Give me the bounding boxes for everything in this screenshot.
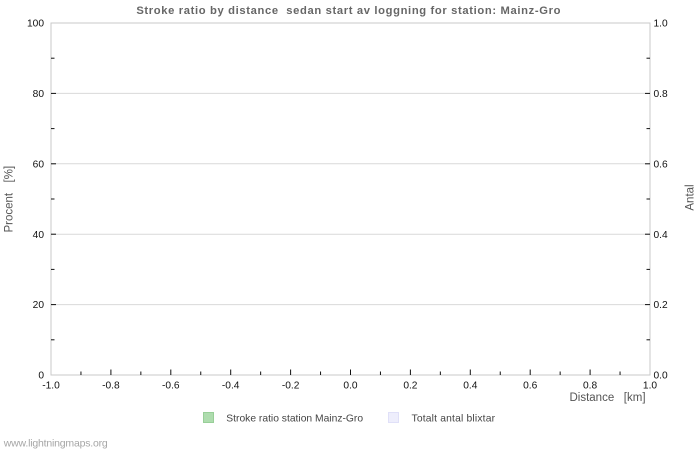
svg-text:40: 40 (33, 230, 45, 241)
svg-text:20: 20 (33, 300, 45, 311)
svg-text:0.2: 0.2 (403, 381, 417, 392)
svg-text:0.8: 0.8 (583, 381, 597, 392)
svg-text:0.6: 0.6 (523, 381, 537, 392)
svg-text:0.0: 0.0 (343, 381, 357, 392)
svg-text:60: 60 (33, 159, 45, 170)
svg-text:80: 80 (33, 89, 45, 100)
svg-text:Stroke ratio station Mainz-Gro: Stroke ratio station Mainz-Gro (226, 414, 363, 425)
svg-text:1.0: 1.0 (654, 19, 668, 30)
svg-text:0.4: 0.4 (654, 230, 668, 241)
svg-text:-0.8: -0.8 (102, 381, 120, 392)
svg-text:0.6: 0.6 (654, 159, 668, 170)
svg-text:-0.2: -0.2 (282, 381, 300, 392)
svg-text:0.2: 0.2 (654, 300, 668, 311)
svg-text:Stroke ratio by distance seda: Stroke ratio by distance sedan start av … (136, 5, 561, 17)
svg-text:Distance [km]: Distance [km] (569, 392, 645, 404)
svg-text:-0.4: -0.4 (222, 381, 240, 392)
svg-text:www.lightningmaps.org: www.lightningmaps.org (3, 437, 108, 449)
svg-text:Procent [%]: Procent [%] (3, 166, 15, 233)
svg-text:1.0: 1.0 (643, 381, 657, 392)
svg-text:0.8: 0.8 (654, 89, 668, 100)
svg-text:Totalt antal blixtar: Totalt antal blixtar (412, 414, 496, 425)
svg-text:Antal: Antal (685, 184, 697, 210)
svg-text:0: 0 (38, 371, 44, 382)
svg-text:-0.6: -0.6 (162, 381, 180, 392)
svg-text:100: 100 (27, 19, 44, 30)
svg-text:0.4: 0.4 (463, 381, 477, 392)
svg-text:-1.0: -1.0 (42, 381, 60, 392)
svg-text:0.0: 0.0 (654, 371, 668, 382)
